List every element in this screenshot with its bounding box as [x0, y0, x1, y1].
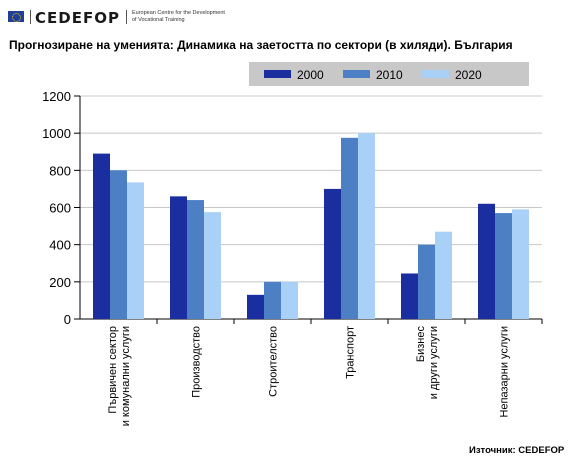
- bar-2000-2: [247, 294, 264, 319]
- bar-2000-5: [478, 203, 495, 319]
- bar-2020-3: [358, 133, 375, 319]
- legend-label-2010: 2010: [376, 68, 403, 82]
- y-tick-label: 1200: [42, 89, 71, 104]
- org-name-line2: of Vocational Training: [132, 17, 185, 23]
- category-label: Бизнес: [415, 326, 427, 363]
- source-note: Източник: CEDEFOP: [469, 445, 565, 456]
- bar-2010-0: [110, 170, 127, 319]
- logo-separator-2: [126, 10, 127, 24]
- y-tick-label: 400: [49, 238, 71, 253]
- bar-2010-5: [495, 213, 512, 319]
- category-label: Производство: [191, 326, 203, 398]
- y-tick-label: 200: [49, 275, 71, 290]
- bar-2000-4: [401, 273, 418, 319]
- legend-swatch-2020: [422, 70, 449, 78]
- logo-separator: [30, 10, 31, 24]
- cedefop-logo: CEDEFOP: [35, 9, 120, 27]
- category-label: Непазарни услуги: [499, 326, 511, 418]
- bar-2010-2: [264, 281, 281, 319]
- eu-flag-icon: [8, 11, 24, 22]
- bar-2000-3: [324, 188, 341, 319]
- y-tick-label: 0: [64, 312, 71, 327]
- bar-2000-0: [93, 153, 110, 319]
- bar-2020-0: [127, 182, 144, 319]
- category-label: Първичен сектор: [107, 326, 119, 414]
- y-tick-label: 800: [49, 163, 71, 178]
- category-label: Строителство: [268, 326, 280, 397]
- category-label: и други услуги: [428, 326, 440, 399]
- legend-swatch-2000: [264, 70, 291, 78]
- legend-label-2000: 2000: [297, 68, 324, 82]
- category-label: и комунални услуги: [120, 326, 132, 426]
- cedefop-header: CEDEFOP European Centre for the Developm…: [8, 8, 308, 30]
- bar-2020-1: [204, 212, 221, 319]
- y-tick-label: 600: [49, 201, 71, 216]
- bar-2020-2: [281, 281, 298, 319]
- chart-title: Прогнозиране на уменията: Динамика на за…: [9, 38, 513, 52]
- legend-swatch-2010: [343, 70, 370, 78]
- bar-2000-1: [170, 196, 187, 319]
- y-tick-label: 1000: [42, 126, 71, 141]
- bar-2020-4: [435, 231, 452, 319]
- bar-2020-5: [512, 209, 529, 319]
- org-name-line1: European Centre for the Development: [132, 10, 225, 16]
- bar-2010-4: [418, 244, 435, 319]
- bar-2010-3: [341, 137, 358, 319]
- bar-2010-1: [187, 200, 204, 319]
- category-label: Транспорт: [345, 326, 357, 379]
- legend-label-2020: 2020: [455, 68, 482, 82]
- legend-box: [249, 62, 529, 86]
